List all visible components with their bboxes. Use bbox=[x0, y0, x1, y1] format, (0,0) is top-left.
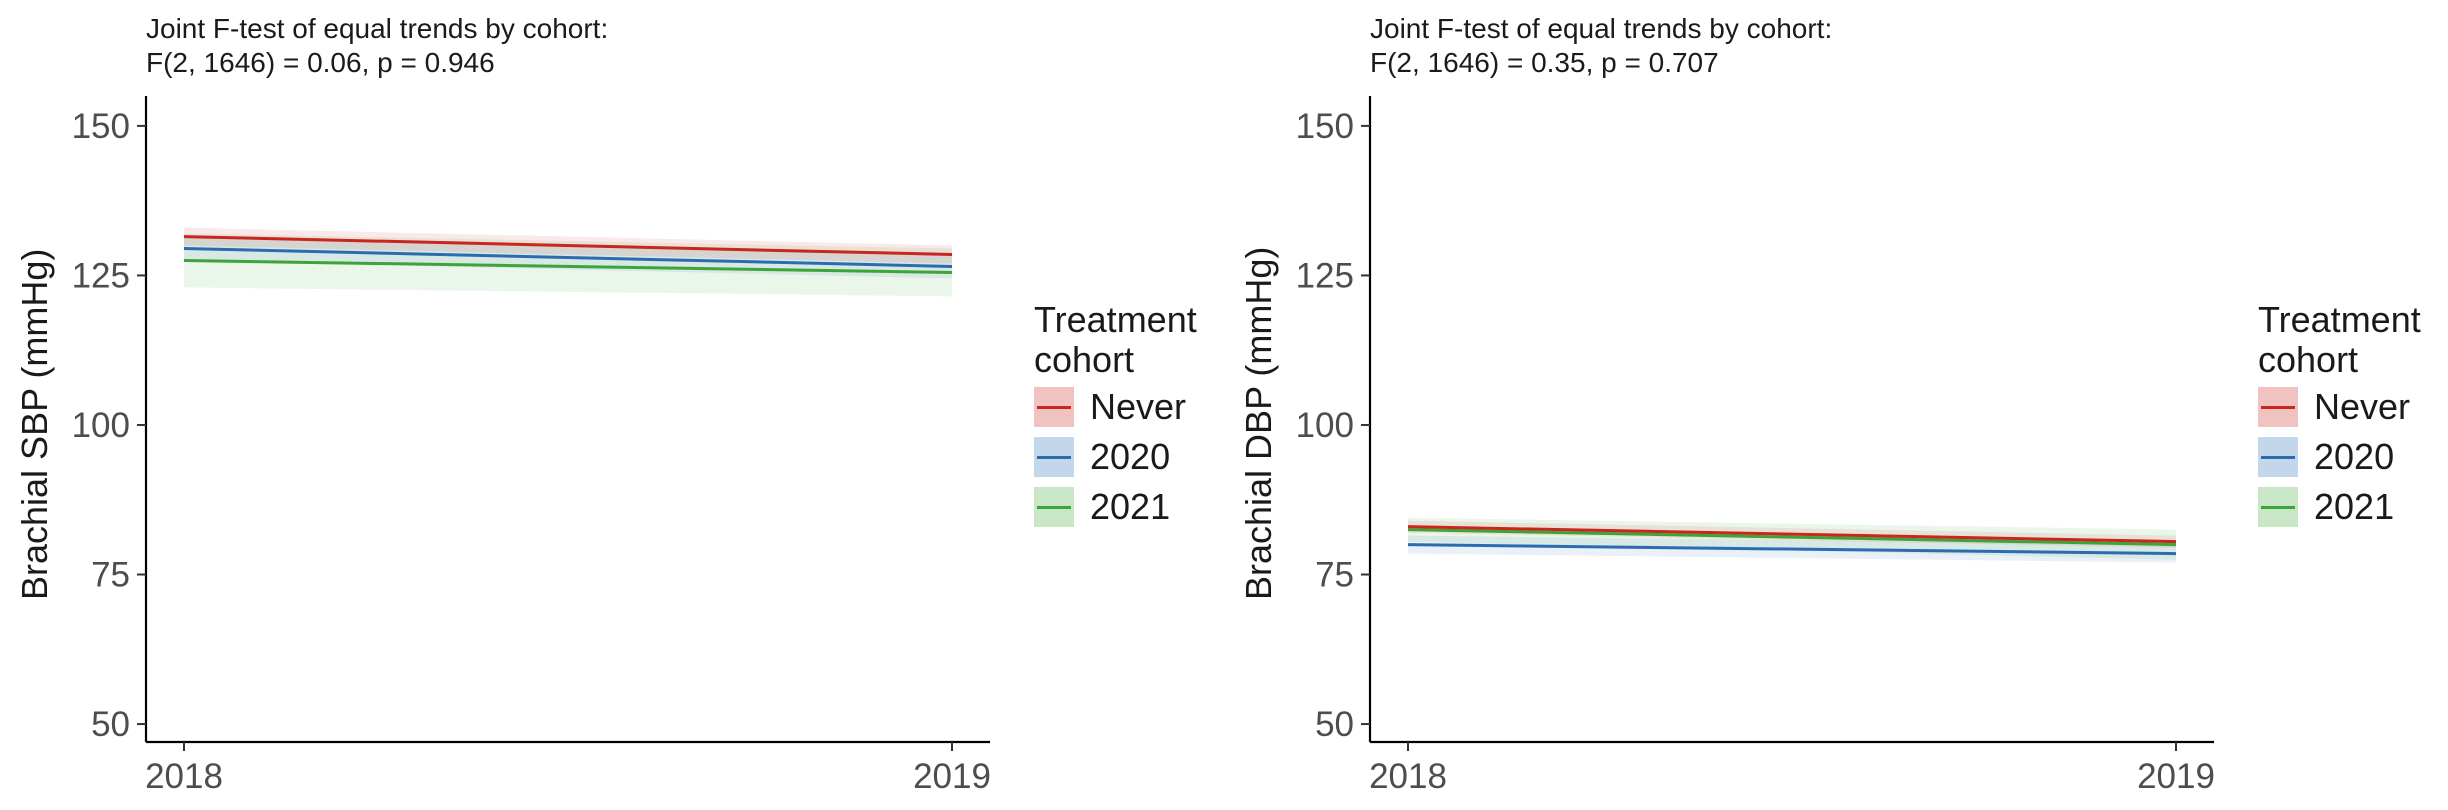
sbp-legend-item-2021: 2021 bbox=[1034, 484, 1197, 530]
dbp-legend-title-line-1: Treatment bbox=[2258, 299, 2421, 340]
dbp-legend-key-never bbox=[2258, 387, 2298, 427]
dbp-legend-label-2021: 2021 bbox=[2314, 486, 2395, 527]
sbp-plot: 50 75 100 125 150 2018 2019 bbox=[72, 96, 991, 796]
dbp-plot: 50 75 100 125 150 2018 2019 bbox=[1296, 96, 2215, 796]
dbp-series-line-2020 bbox=[1407, 543, 2177, 556]
dbp-legend-title-line-2: cohort bbox=[2258, 339, 2359, 380]
sbp-series-line-never bbox=[183, 235, 953, 257]
sbp-legend-item-2020: 2020 bbox=[1034, 434, 1197, 480]
sbp-legend-key-2020 bbox=[1034, 437, 1074, 477]
sbp-title-line-1: Joint F-test of equal trends by cohort: bbox=[146, 13, 609, 44]
dbp-legend-item-never: Never bbox=[2258, 384, 2421, 430]
dbp-legend-label-never: Never bbox=[2314, 386, 2411, 427]
dbp-series-line-never bbox=[1407, 525, 2177, 544]
sbp-legend: Treatment cohort Never 2020 2021 bbox=[1034, 300, 1197, 530]
sbp-x-tick-label-2019: 2019 bbox=[913, 757, 991, 796]
sbp-y-tick-label-75: 75 bbox=[91, 556, 130, 595]
sbp-y-tick-label-50: 50 bbox=[91, 705, 130, 744]
dbp-legend: Treatment cohort Never 2020 2021 bbox=[2258, 300, 2421, 530]
dbp-legend-item-2021: 2021 bbox=[2258, 484, 2421, 530]
dbp-y-tick-label-50: 50 bbox=[1315, 705, 1354, 744]
sbp-legend-label-2020: 2020 bbox=[1090, 436, 1171, 477]
sbp-series-line-2021 bbox=[183, 258, 953, 274]
sbp-y-tick-label-100: 100 bbox=[72, 406, 130, 445]
sbp-panel: Joint F-test of equal trends by cohort: … bbox=[14, 13, 1197, 796]
sbp-legend-key-never bbox=[1034, 387, 1074, 427]
dbp-panel: Joint F-test of equal trends by cohort: … bbox=[1224, 0, 2448, 810]
dbp-series-line-2021 bbox=[1407, 528, 2177, 547]
dbp-legend-key-2021 bbox=[2258, 487, 2298, 527]
sbp-legend-label-never: Never bbox=[1090, 386, 1187, 427]
dbp-title-line-2: F(2, 1646) = 0.35, p = 0.707 bbox=[1370, 47, 1719, 78]
dbp-legend-item-2020: 2020 bbox=[2258, 434, 2421, 480]
sbp-legend-key-2021 bbox=[1034, 487, 1074, 527]
sbp-series-line-2020 bbox=[183, 247, 953, 268]
dbp-legend-label-2020: 2020 bbox=[2314, 436, 2395, 477]
sbp-y-tick-label-125: 125 bbox=[72, 256, 130, 295]
sbp-legend-title-line-1: Treatment bbox=[1034, 299, 1197, 340]
dbp-title-line-1: Joint F-test of equal trends by cohort: bbox=[1370, 13, 1833, 44]
sbp-legend-label-2021: 2021 bbox=[1090, 486, 1171, 527]
dbp-x-tick-label-2019: 2019 bbox=[2137, 757, 2215, 796]
dbp-y-tick-label-75: 75 bbox=[1315, 556, 1354, 595]
sbp-legend-item-never: Never bbox=[1034, 384, 1197, 430]
dbp-y-tick-label-100: 100 bbox=[1296, 406, 1354, 445]
dbp-legend-key-2020 bbox=[2258, 437, 2298, 477]
dbp-y-tick-label-125: 125 bbox=[1296, 256, 1354, 295]
sbp-y-tick-label-150: 150 bbox=[72, 107, 130, 146]
dbp-x-tick-label-2018: 2018 bbox=[1369, 757, 1447, 796]
sbp-title-line-2: F(2, 1646) = 0.06, p = 0.946 bbox=[146, 47, 495, 78]
dbp-y-tick-label-150: 150 bbox=[1296, 107, 1354, 146]
sbp-legend-title-line-2: cohort bbox=[1034, 339, 1135, 380]
sbp-x-tick-label-2018: 2018 bbox=[145, 757, 223, 796]
